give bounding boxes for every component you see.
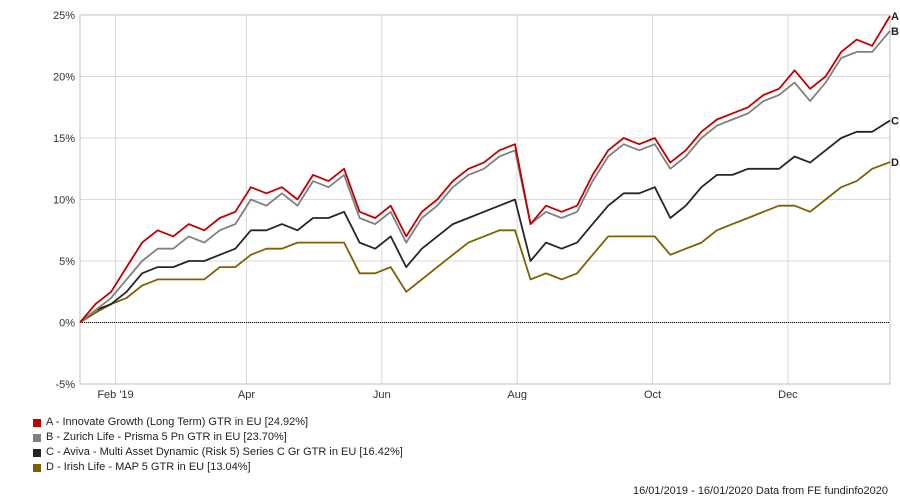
legend-swatch-c [33,448,41,457]
axes: 25% 20% 15% 10% 5% 0% -5% Feb '19 Apr Jun Aug Oct De… [53,10,891,400]
x-tick-label: Oct [644,389,661,400]
y-tick-label: 25% [53,10,75,22]
y-tick-label: 0% [59,318,75,330]
y-tick-label: 5% [59,256,75,268]
legend-label-d: D - Irish Life - MAP 5 GTR in EU [13.04%… [46,461,251,473]
end-label-b: B [891,26,899,38]
series-line-d [79,161,891,324]
end-label-d: D [891,157,899,169]
line-chart: 25% 20% 15% 10% 5% 0% -5% Feb '19 Apr Jun Aug Oct De… [53,10,899,400]
end-label-c: C [891,116,899,128]
x-tick-label: Jun [373,389,391,400]
y-tick-label: 20% [53,72,75,84]
footer-source: 16/01/2019 - 16/01/2020 Data from FE fun… [632,485,888,497]
legend-label-c: C - Aviva - Multi Asset Dynamic (Risk 5)… [46,446,403,458]
x-tick-label: Apr [238,389,255,400]
legend-item-c: C - Aviva - Multi Asset Dynamic (Risk 5)… [33,445,403,460]
legend-swatch-b [33,433,41,442]
plot-frame [79,14,891,385]
end-label-a: A [891,11,899,23]
y-tick-label: 10% [53,195,75,207]
legend-swatch-d [33,463,41,472]
series-line-a [79,15,891,324]
y-tick-label: -5% [55,379,75,391]
series-line-c [79,119,891,324]
legend-item-a: A - Innovate Growth (Long Term) GTR in E… [33,415,403,430]
legend-label-a: A - Innovate Growth (Long Term) GTR in E… [46,416,309,428]
legend-swatch-a [33,418,41,427]
x-tick-label: Aug [507,389,527,400]
series-line-b [79,30,891,324]
x-tick-label: Dec [778,389,798,400]
series-lines [79,15,891,324]
y-tick-label: 15% [53,133,75,145]
legend-label-b: B - Zurich Life - Prisma 5 Pn GTR in EU … [46,431,287,443]
x-tick-label: Feb '19 [97,389,133,400]
legend-item-d: D - Irish Life - MAP 5 GTR in EU [13.04%… [33,460,403,475]
series-end-labels: AB C D [891,11,899,169]
legend-item-b: B - Zurich Life - Prisma 5 Pn GTR in EU … [33,430,403,445]
legend: A - Innovate Growth (Long Term) GTR in E… [33,415,403,475]
